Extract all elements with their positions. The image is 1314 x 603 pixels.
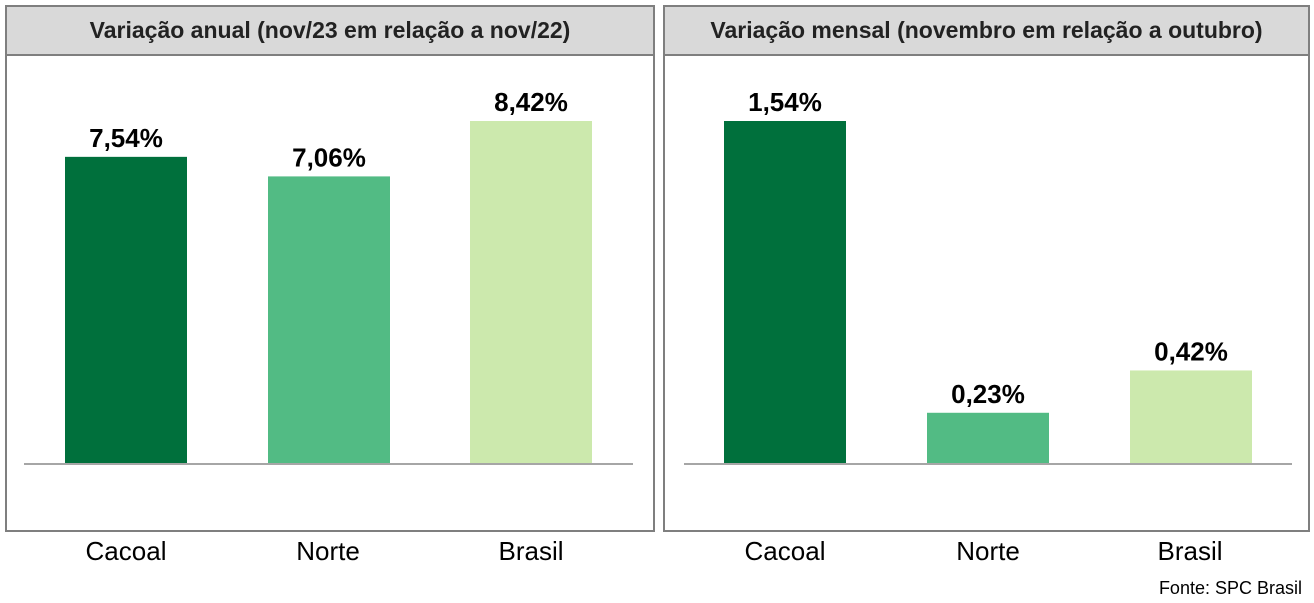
annual-bar-brasil	[470, 121, 592, 464]
source-note: Fonte: SPC Brasil	[1158, 578, 1302, 598]
annual-value-label-brasil: 8,42%	[494, 87, 568, 117]
monthly-category-brasil: Brasil	[1157, 536, 1223, 566]
annual-category-cacoal: Cacoal	[85, 536, 167, 566]
monthly-value-label-norte: 0,23%	[951, 379, 1025, 409]
annual-bar-norte	[268, 176, 390, 464]
monthly-bar-norte	[927, 412, 1049, 464]
annual-category-brasil: Brasil	[498, 536, 564, 566]
monthly-bar-brasil	[1130, 370, 1252, 464]
annual-chart-title: Variação anual (nov/23 em relação a nov/…	[7, 7, 653, 56]
monthly-category-cacoal: Cacoal	[744, 536, 826, 566]
annual-category-norte: Norte	[296, 536, 360, 566]
monthly-bar-cacoal	[724, 121, 846, 464]
annual-value-label-cacoal: 7,54%	[89, 123, 163, 153]
annual-value-label-norte: 7,06%	[292, 142, 366, 172]
annual-bar-cacoal	[65, 156, 187, 465]
monthly-category-norte: Norte	[956, 536, 1020, 566]
monthly-value-label-brasil: 0,42%	[1154, 336, 1228, 366]
monthly-chart-title: Variação mensal (novembro em relação a o…	[665, 7, 1308, 56]
monthly-value-label-cacoal: 1,54%	[748, 87, 822, 117]
